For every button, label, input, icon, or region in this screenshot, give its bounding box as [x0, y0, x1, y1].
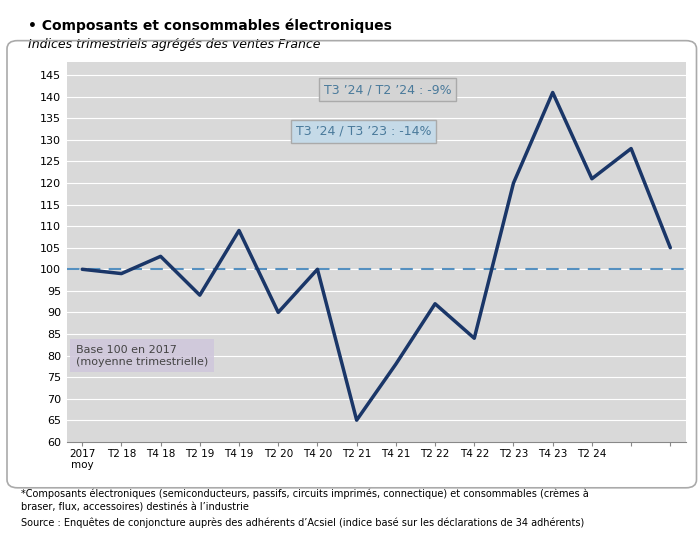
Text: Indices trimestriels agrégés des ventes France: Indices trimestriels agrégés des ventes …: [28, 38, 321, 51]
Text: T3 ’24 / T2 ’24 : -9%: T3 ’24 / T2 ’24 : -9%: [323, 83, 452, 96]
Text: • Composants et consommables électroniques: • Composants et consommables électroniqu…: [28, 19, 392, 34]
Text: T3 ’24 / T3 ’23 : -14%: T3 ’24 / T3 ’23 : -14%: [295, 125, 431, 138]
Text: Source : Enquêtes de conjoncture auprès des adhérents d’Acsiel (indice basé sur : Source : Enquêtes de conjoncture auprès …: [21, 517, 584, 527]
Text: Base 100 en 2017
(moyenne trimestrielle): Base 100 en 2017 (moyenne trimestrielle): [76, 345, 208, 366]
Text: *Composants électroniques (semiconducteurs, passifs, circuits imprimés, connecti: *Composants électroniques (semiconducteu…: [21, 489, 589, 499]
Text: braser, flux, accessoires) destinés à l’industrie: braser, flux, accessoires) destinés à l’…: [21, 503, 249, 513]
